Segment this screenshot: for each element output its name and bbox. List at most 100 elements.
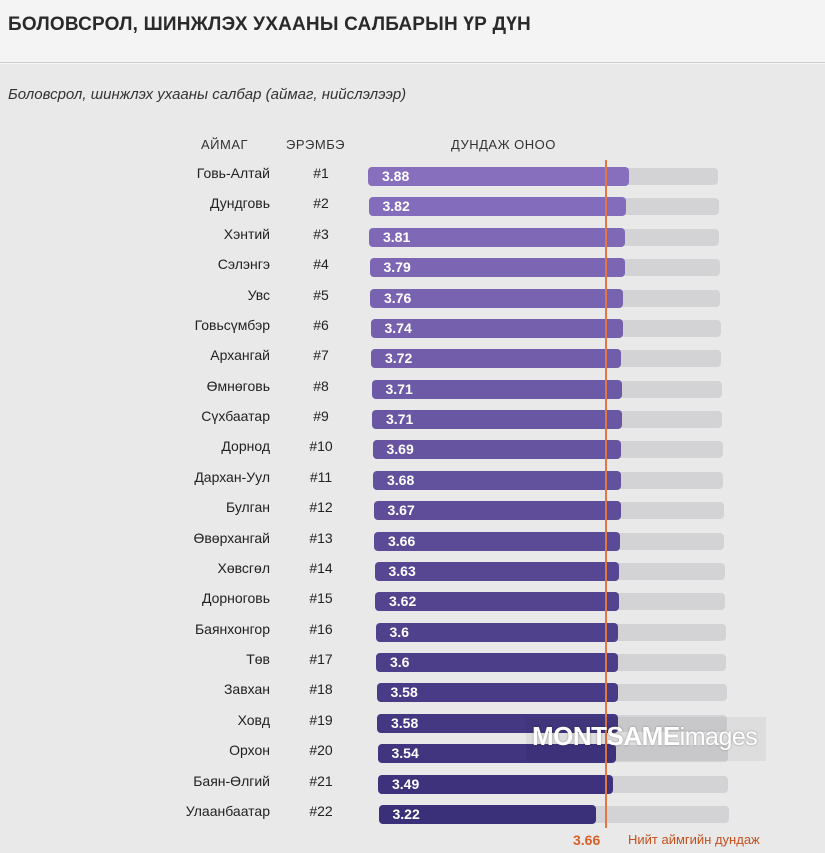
rank-label: #14 [309, 559, 333, 576]
category-label: Дундговь [209, 195, 270, 212]
chart-row: Дорноговь #15 3.62 [0, 586, 825, 616]
rank-label: #10 [309, 438, 333, 455]
bar: 3.68 [373, 470, 621, 490]
chart-row: Өвөрхангай #13 3.66 [0, 526, 825, 556]
bar-value-label: 3.74 [384, 319, 412, 336]
chart-row: Орхон #20 3.54 [0, 738, 825, 768]
rank-label: #2 [313, 195, 329, 212]
bar-value-label: 3.79 [383, 259, 411, 276]
rank-label: #4 [313, 256, 329, 273]
rank-label: #18 [309, 681, 333, 698]
rank-label: #11 [309, 468, 333, 485]
column-header-aimag: АЙМАГ [201, 137, 249, 152]
category-label: Сүхбаатар [201, 408, 270, 425]
chart-row: Дорнод #10 3.69 [0, 434, 825, 464]
bar-value-label: 3.22 [392, 806, 420, 822]
chart-row: Увс #5 3.76 [0, 283, 825, 313]
bar: 3.49 [378, 774, 613, 794]
bar: 3.69 [372, 440, 621, 460]
bar-value-label: 3.76 [384, 289, 412, 306]
watermark-suffix: images [679, 723, 758, 751]
rank-label: #22 [309, 803, 333, 819]
chart-row: Төв #17 3.6 [0, 647, 825, 677]
chart-row: Ховд #19 3.58 [0, 708, 825, 738]
bar: 3.66 [374, 531, 620, 551]
page-title: БОЛОВСРОЛ, ШИНЖЛЭХ УХААНЫ САЛБАРЫН ҮР ДҮ… [8, 14, 531, 35]
bar: 3.79 [369, 258, 625, 278]
watermark-logo: MONTSAMEimages [532, 721, 758, 752]
category-label: Баянхонгор [194, 620, 270, 637]
category-label: Баян-Өлгий [193, 772, 270, 789]
rank-label: #21 [309, 772, 333, 789]
chart-row: Хөвсгөл #14 3.63 [0, 556, 825, 586]
bar: 3.88 [368, 167, 629, 186]
chart-subtitle: Боловсрол, шинжлэх ухааны салбар (аймаг,… [8, 86, 407, 103]
bar-value-label: 3.88 [382, 168, 410, 184]
bar-value-label: 3.63 [388, 562, 416, 579]
bar: 3.81 [369, 227, 625, 247]
chart-row: Улаанбаатар #22 3.22 [0, 799, 825, 829]
bar-value-label: 3.82 [382, 198, 410, 215]
bar-value-label: 3.62 [389, 593, 417, 610]
category-label: Өмнөговь [206, 377, 270, 394]
rank-label: #13 [309, 529, 333, 546]
bar: 3.71 [372, 410, 622, 430]
category-label: Улаанбаатар [185, 803, 270, 819]
bar-value-label: 3.54 [391, 745, 419, 762]
page-header [0, 0, 825, 64]
bar: 3.62 [375, 592, 619, 612]
category-label: Хэнтий [223, 225, 270, 242]
watermark: MONTSAMEimages [526, 717, 766, 761]
bar: 3.6 [375, 622, 618, 642]
category-label: Говь-Алтай [196, 165, 270, 181]
bar-value-label: 3.72 [385, 350, 413, 367]
bar-value-label: 3.49 [392, 775, 420, 792]
watermark-brand: MONTSAME [532, 721, 680, 751]
bar-value-label: 3.67 [387, 502, 415, 519]
rank-label: #15 [309, 590, 333, 607]
bar: 3.82 [368, 197, 626, 217]
bar: 3.58 [377, 713, 618, 733]
bar-value-label: 3.71 [386, 411, 414, 428]
category-label: Дорнод [221, 438, 270, 455]
bar: 3.54 [377, 744, 616, 764]
bar-value-label: 3.58 [390, 684, 418, 701]
rank-label: #5 [313, 286, 329, 303]
category-label: Сэлэнгэ [217, 256, 270, 273]
bar-value-label: 3.69 [386, 441, 414, 458]
column-header-score: ДУНДАЖ ОНОО [451, 137, 556, 152]
average-value: 3.66 [573, 832, 601, 848]
rank-label: #12 [309, 499, 333, 516]
category-label: Увс [247, 286, 270, 303]
bar: 3.6 [376, 653, 618, 673]
category-label: Өвөрхангай [193, 529, 270, 546]
chart-row: Хэнтий #3 3.81 [0, 222, 825, 252]
chart-row: Баян-Өлгий #21 3.49 [0, 769, 825, 799]
chart-row: Сэлэнгэ #4 3.79 [0, 252, 825, 282]
bar-value-label: 3.81 [383, 228, 411, 245]
bar: 3.22 [378, 805, 596, 824]
category-label: Хөвсгөл [217, 559, 270, 576]
bar: 3.63 [374, 561, 619, 581]
rank-label: #7 [313, 347, 329, 364]
chart-row: Завхан #18 3.58 [0, 677, 825, 707]
category-label: Дархан-Уул [194, 468, 270, 485]
category-label: Завхан [223, 681, 270, 698]
rank-label: #6 [313, 316, 329, 333]
category-label: Төв [246, 651, 270, 668]
chart-row: Говь-Алтай #1 3.88 [0, 161, 825, 191]
chart-row: Архангай #7 3.72 [0, 343, 825, 373]
bar-value-label: 3.66 [388, 532, 416, 549]
bar: 3.67 [373, 501, 621, 521]
header-divider [0, 62, 825, 63]
category-label: Ховд [237, 711, 270, 728]
average-label: Нийт аймгийн дундаж [628, 832, 760, 847]
chart-row: Сүхбаатар #9 3.71 [0, 404, 825, 434]
rank-label: #3 [313, 225, 329, 242]
bar-value-label: 3.6 [390, 654, 410, 671]
bar-value-label: 3.71 [385, 380, 413, 397]
rank-label: #20 [309, 742, 333, 759]
chart-row: Дархан-Уул #11 3.68 [0, 465, 825, 495]
bar: 3.76 [370, 288, 623, 308]
average-line [605, 160, 607, 828]
